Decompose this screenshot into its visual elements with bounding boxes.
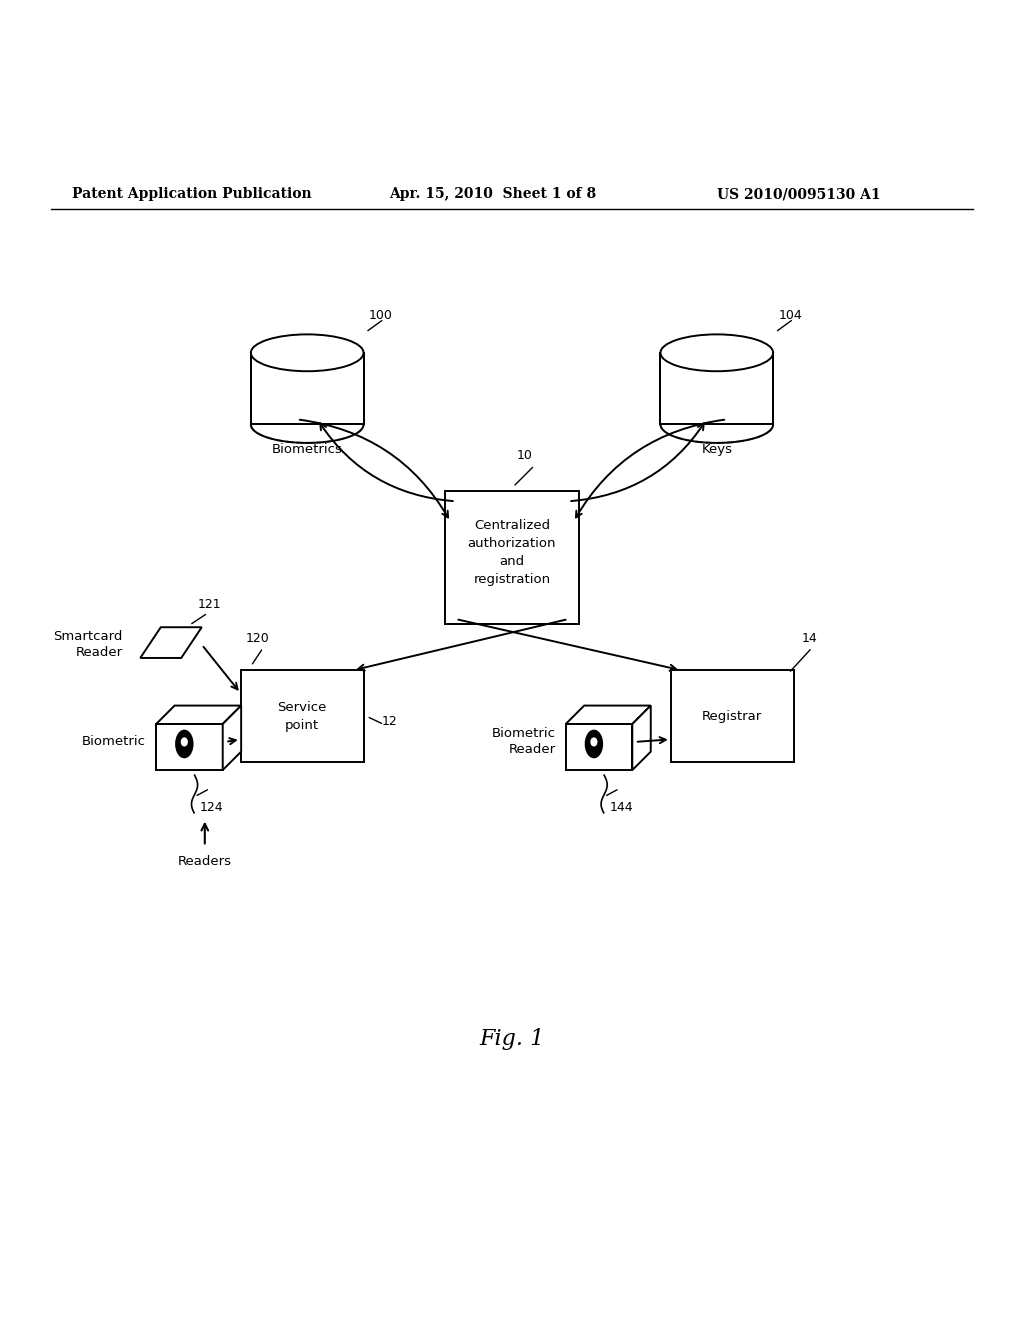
- FancyArrowPatch shape: [459, 619, 676, 671]
- Polygon shape: [632, 706, 651, 770]
- FancyArrowPatch shape: [358, 619, 565, 671]
- Text: Smartcard
Reader: Smartcard Reader: [53, 630, 123, 659]
- Polygon shape: [251, 352, 364, 425]
- FancyArrowPatch shape: [638, 737, 666, 743]
- FancyArrowPatch shape: [228, 738, 236, 744]
- Polygon shape: [156, 706, 242, 723]
- Bar: [671, 671, 794, 763]
- Text: Fig. 1: Fig. 1: [479, 1028, 545, 1049]
- Bar: [241, 671, 364, 763]
- Text: Keys: Keys: [701, 444, 732, 455]
- Text: 100: 100: [369, 309, 392, 322]
- Text: Readers: Readers: [178, 854, 231, 867]
- Text: 121: 121: [198, 598, 221, 611]
- Text: 104: 104: [778, 309, 802, 322]
- Text: Service
point: Service point: [278, 701, 327, 731]
- Text: 120: 120: [246, 632, 269, 644]
- Text: Apr. 15, 2010  Sheet 1 of 8: Apr. 15, 2010 Sheet 1 of 8: [389, 187, 596, 201]
- Text: US 2010/0095130 A1: US 2010/0095130 A1: [717, 187, 881, 201]
- Bar: [445, 491, 579, 624]
- Polygon shape: [156, 723, 223, 770]
- Ellipse shape: [175, 730, 194, 758]
- FancyArrowPatch shape: [571, 424, 703, 502]
- Text: 144: 144: [609, 801, 633, 814]
- Text: Patent Application Publication: Patent Application Publication: [72, 187, 311, 201]
- Polygon shape: [565, 706, 651, 723]
- FancyArrowPatch shape: [575, 420, 724, 517]
- Text: 124: 124: [200, 801, 223, 814]
- Text: 14: 14: [802, 632, 817, 644]
- Ellipse shape: [180, 738, 188, 747]
- Polygon shape: [140, 627, 202, 657]
- Ellipse shape: [585, 730, 603, 758]
- Text: 12: 12: [382, 715, 397, 727]
- Text: Centralized
authorization
and
registration: Centralized authorization and registrati…: [468, 519, 556, 586]
- Text: Registrar: Registrar: [702, 710, 762, 723]
- Text: Biometric: Biometric: [82, 735, 145, 748]
- FancyArrowPatch shape: [321, 424, 453, 502]
- Ellipse shape: [660, 334, 773, 371]
- Polygon shape: [660, 352, 773, 425]
- Polygon shape: [223, 706, 242, 770]
- Text: Biometric
Reader: Biometric Reader: [492, 727, 555, 756]
- FancyArrowPatch shape: [204, 647, 238, 689]
- Text: 10: 10: [517, 449, 534, 462]
- Polygon shape: [565, 723, 632, 770]
- Ellipse shape: [590, 738, 597, 747]
- FancyArrowPatch shape: [300, 420, 449, 517]
- Ellipse shape: [251, 334, 364, 371]
- Text: Biometrics: Biometrics: [271, 444, 343, 455]
